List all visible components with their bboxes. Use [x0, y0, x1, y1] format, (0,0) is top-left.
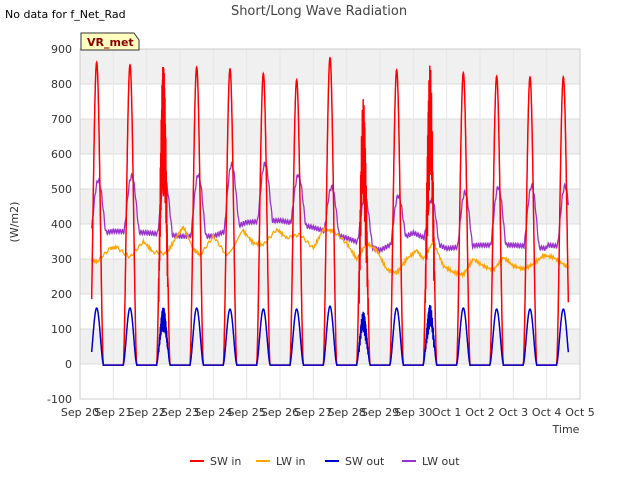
x-tick-label: Sep 20: [61, 406, 99, 419]
y-tick-label: 300: [51, 253, 72, 266]
legend-label: LW out: [422, 455, 460, 468]
x-tick-label: Sep 24: [194, 406, 232, 419]
x-tick-label: Oct 1: [432, 406, 462, 419]
x-tick-label: Oct 2: [465, 406, 495, 419]
plot-band: [80, 49, 580, 84]
plot-frame: [79, 48, 581, 400]
legend-label: LW in: [276, 455, 306, 468]
y-tick-label: 800: [51, 78, 72, 91]
plot-band: [80, 259, 580, 294]
x-tick-label: Sep 30: [394, 406, 432, 419]
x-tick-label: Sep 29: [361, 406, 399, 419]
y-tick-labels: -100 0 100 200 300 400 500 600 700 800 900: [47, 43, 72, 406]
x-tick-label: Oct 4: [532, 406, 562, 419]
y-tick-label: 500: [51, 183, 72, 196]
site-badge: VR_met: [80, 32, 140, 51]
chart-title: Short/Long Wave Radiation: [231, 4, 407, 19]
x-tick-label: Sep 21: [94, 406, 132, 419]
series-line-sw-out: [90, 304, 570, 366]
y-tick-label: 700: [51, 113, 72, 126]
x-tick-label: Sep 28: [328, 406, 366, 419]
no-data-note: No data for f_Net_Rad: [5, 8, 126, 21]
x-tick-label: Sep 27: [294, 406, 332, 419]
y-tick-label: 600: [51, 148, 72, 161]
y-tick-label: 200: [51, 288, 72, 301]
x-axis-label: Time: [552, 423, 580, 436]
plot-band: [80, 189, 580, 224]
legend-label: SW out: [345, 455, 385, 468]
y-tick-label: 400: [51, 218, 72, 231]
series-group: [90, 56, 570, 366]
legend: SW in LW in SW out LW out: [190, 455, 460, 468]
x-tick-label: Sep 23: [161, 406, 199, 419]
plot-band: [80, 119, 580, 154]
x-tick-label: Sep 25: [228, 406, 266, 419]
y-axis-label: (W/m2): [8, 202, 21, 243]
x-tick-label: Oct 5: [565, 406, 595, 419]
x-tick-label: Sep 22: [128, 406, 166, 419]
x-tick-label: Oct 3: [499, 406, 529, 419]
plot-band: [80, 329, 580, 364]
y-tick-label: 0: [65, 358, 72, 371]
y-tick-label: 900: [51, 43, 72, 56]
site-badge-label: VR_met: [87, 36, 134, 49]
x-tick-label: Sep 26: [261, 406, 299, 419]
series-line-lw-in: [91, 225, 569, 279]
y-tick-label: -100: [47, 393, 72, 406]
legend-label: SW in: [210, 455, 241, 468]
series-line-lw-out: [91, 161, 569, 254]
y-tick-label: 100: [51, 323, 72, 336]
